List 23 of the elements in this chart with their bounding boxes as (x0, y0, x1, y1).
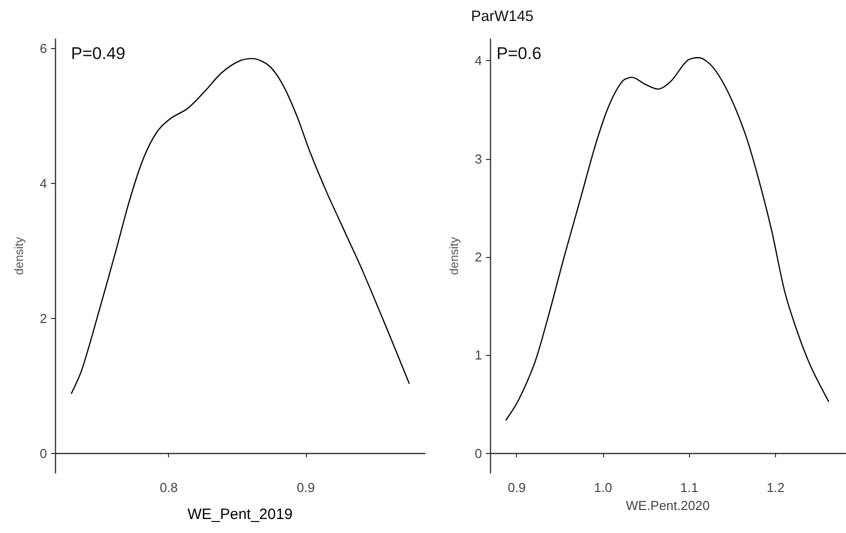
y-tick-label: 3 (474, 151, 482, 166)
annotation: P=0.49 (71, 44, 126, 63)
x-tick-label: 1.0 (594, 480, 612, 495)
y-tick-label: 2 (474, 249, 482, 264)
y-tick-label: 4 (40, 176, 47, 191)
x-tick-label: 0.9 (508, 480, 526, 495)
x-tick-label: 1.1 (680, 480, 698, 495)
x-tick-label: 1.2 (766, 480, 785, 495)
x-tick-label: 0.9 (296, 480, 315, 495)
x-axis-title: WE.Pent.2020 (626, 498, 710, 513)
y-tick-label: 2 (40, 310, 47, 326)
y-tick-label: 6 (40, 40, 47, 56)
x-tick-label: 0.8 (160, 480, 178, 495)
y-tick-label: 4 (474, 53, 482, 68)
y-tick-label: 1 (474, 348, 482, 363)
y-tick-label: 0 (474, 446, 482, 461)
chart-title: ParW145 (471, 8, 534, 25)
x-axis-title: WE_Pent_2019 (187, 506, 293, 523)
line-series (70, 58, 410, 394)
y-tick-label: 0 (40, 446, 47, 461)
y-axis-title: density (12, 236, 26, 276)
y-axis-title: density (447, 236, 461, 276)
annotation: P=0.6 (496, 44, 542, 63)
